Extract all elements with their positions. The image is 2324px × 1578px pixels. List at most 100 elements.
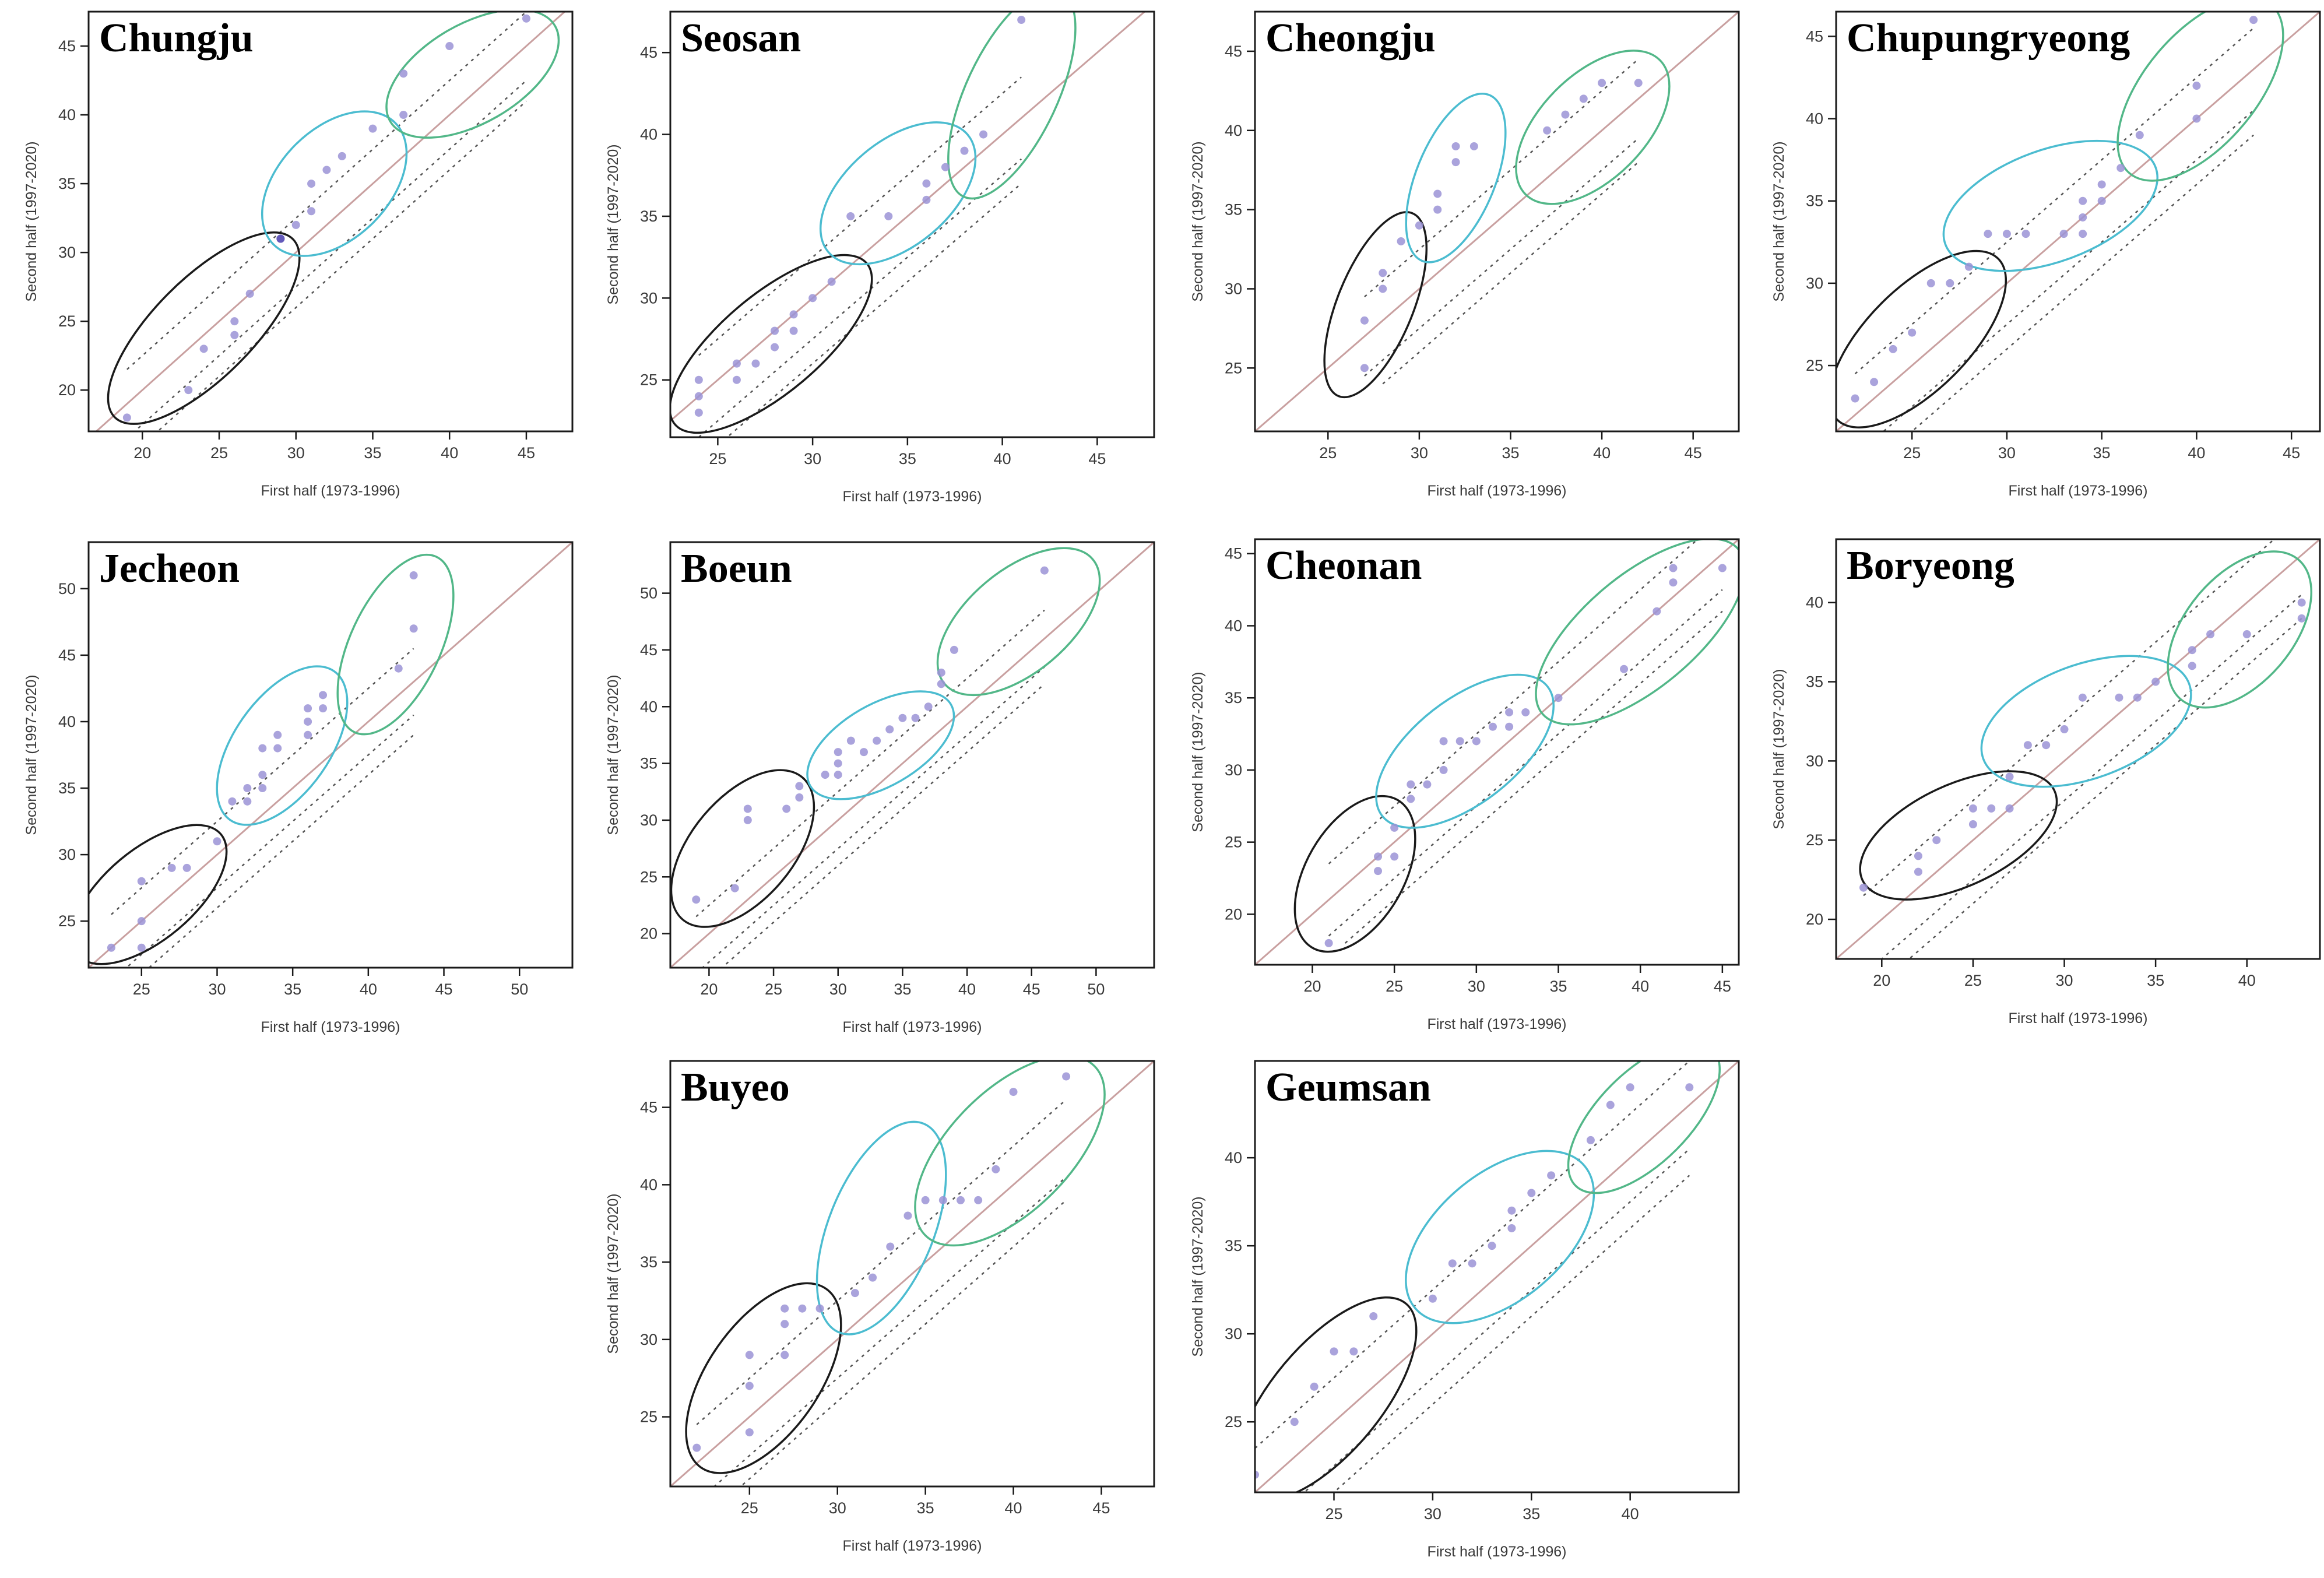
data-point xyxy=(1561,110,1570,119)
y-axis-label: Second half (1997-2020) xyxy=(23,141,40,301)
chart-panel-cheongju: 25 30 35 40 45 25 30 35 40 45 First half (1973-199… xyxy=(1190,10,1740,499)
data-point xyxy=(1914,852,1922,860)
data-point xyxy=(273,730,282,739)
confidence-line-outer xyxy=(1332,1175,1690,1492)
x-tick-label: 35 xyxy=(1523,1505,1540,1523)
data-point xyxy=(322,166,331,174)
x-axis-label: First half (1973-1996) xyxy=(261,1019,400,1035)
data-point xyxy=(409,624,418,633)
y-tick-label: 35 xyxy=(1225,201,1242,219)
y-axis-label: Second half (1997-2020) xyxy=(605,144,621,304)
y-tick-label: 40 xyxy=(640,1176,658,1193)
plot-frame xyxy=(1254,538,1740,966)
data-point xyxy=(2133,693,2142,702)
data-point xyxy=(2249,16,2258,24)
x-tick-label: 35 xyxy=(2093,444,2111,462)
x-tick-label: 30 xyxy=(1424,1505,1441,1523)
y-tick-label: 30 xyxy=(1225,761,1242,779)
data-point xyxy=(1507,1224,1516,1232)
data-point xyxy=(1685,1083,1694,1092)
confidence-line-outer xyxy=(739,1199,1067,1486)
data-point xyxy=(258,744,267,753)
y-tick-label: 25 xyxy=(58,312,76,330)
x-tick-label: 50 xyxy=(511,980,528,998)
data-point xyxy=(137,917,146,926)
confidence-line-lower xyxy=(698,158,1022,437)
data-point xyxy=(1586,1136,1595,1144)
data-point xyxy=(137,877,146,885)
y-tick-label: 30 xyxy=(1225,1325,1242,1342)
y-tick-label: 40 xyxy=(58,713,76,730)
data-point xyxy=(245,289,254,298)
x-tick-label: 20 xyxy=(133,444,151,462)
confidence-line-lower xyxy=(1303,1148,1690,1492)
x-tick-label: 30 xyxy=(829,980,847,998)
data-point xyxy=(1390,823,1399,832)
x-tick-label: 45 xyxy=(1023,980,1040,998)
y-tick-label: 30 xyxy=(1225,280,1242,297)
data-point xyxy=(1527,1189,1536,1197)
data-point xyxy=(979,130,988,139)
y-tick-label: 35 xyxy=(640,755,658,772)
x-tick-label: 40 xyxy=(1632,978,1649,995)
data-point xyxy=(2079,230,2087,238)
y-tick-label: 30 xyxy=(640,811,658,829)
data-point xyxy=(1472,737,1481,746)
plot-area xyxy=(1255,1061,1739,1492)
data-point xyxy=(2297,598,2306,607)
data-point xyxy=(873,736,881,745)
x-tick-label: 45 xyxy=(1092,1499,1110,1517)
cluster-ellipse-mid xyxy=(261,110,408,257)
data-point xyxy=(780,1351,789,1359)
x-tick-label: 20 xyxy=(1873,972,1890,989)
data-point xyxy=(815,1304,824,1313)
y-tick-label: 30 xyxy=(640,289,658,307)
data-point xyxy=(1870,378,1879,386)
data-point xyxy=(941,163,950,171)
identity-line xyxy=(1255,1061,1739,1492)
data-point xyxy=(957,1196,965,1204)
x-tick-label: 45 xyxy=(1685,444,1702,462)
y-tick-label: 35 xyxy=(1806,192,1823,210)
data-point xyxy=(1439,737,1448,746)
data-point xyxy=(850,1289,859,1298)
x-tick-label: 35 xyxy=(917,1499,934,1517)
data-point xyxy=(694,408,703,417)
y-tick-label: 35 xyxy=(640,1253,658,1271)
data-point xyxy=(122,413,131,422)
data-point xyxy=(1379,269,1387,277)
data-point xyxy=(1669,578,1678,587)
confidence-line-outer xyxy=(726,182,1022,437)
identity-line xyxy=(1255,539,1739,965)
y-tick-label: 45 xyxy=(640,1099,658,1116)
cluster-ellipse-high xyxy=(914,1061,1106,1247)
data-point xyxy=(1040,566,1049,575)
data-point xyxy=(399,111,408,120)
data-point xyxy=(319,704,328,713)
x-tick-label: 45 xyxy=(1088,450,1106,468)
y-axis-label: Second half (1997-2020) xyxy=(1190,1196,1206,1356)
confidence-line-lower xyxy=(701,666,1045,968)
x-tick-label: 25 xyxy=(133,980,150,998)
data-point xyxy=(732,359,741,368)
data-point xyxy=(2079,213,2087,222)
cluster-ellipse-low xyxy=(1859,770,2058,901)
data-point xyxy=(1439,765,1448,774)
cluster-ellipse-mid xyxy=(1405,92,1507,263)
chart-title: Boeun xyxy=(681,546,792,591)
y-tick-label: 25 xyxy=(640,371,658,389)
x-axis-label: First half (1973-1996) xyxy=(842,1019,982,1035)
data-point xyxy=(1889,345,1897,353)
cluster-ellipse-mid xyxy=(806,690,955,800)
y-tick-label: 30 xyxy=(1806,752,1823,769)
y-tick-label: 35 xyxy=(58,779,76,797)
confidence-line-outer xyxy=(156,100,527,431)
data-point xyxy=(1547,1171,1556,1180)
x-tick-label: 25 xyxy=(1319,444,1337,462)
chart-panel-geumsan: 25 30 35 40 25 30 35 40 First half (1973-1996) Se… xyxy=(1190,1060,1740,1560)
data-point xyxy=(2192,82,2201,90)
chart-panel-boeun: 20 25 30 35 40 45 50 20 25 30 35 40 45 50 First half (… xyxy=(605,541,1155,1035)
confidence-line-lower xyxy=(1880,594,2302,959)
data-point xyxy=(821,771,829,779)
y-tick-label: 45 xyxy=(640,44,658,61)
